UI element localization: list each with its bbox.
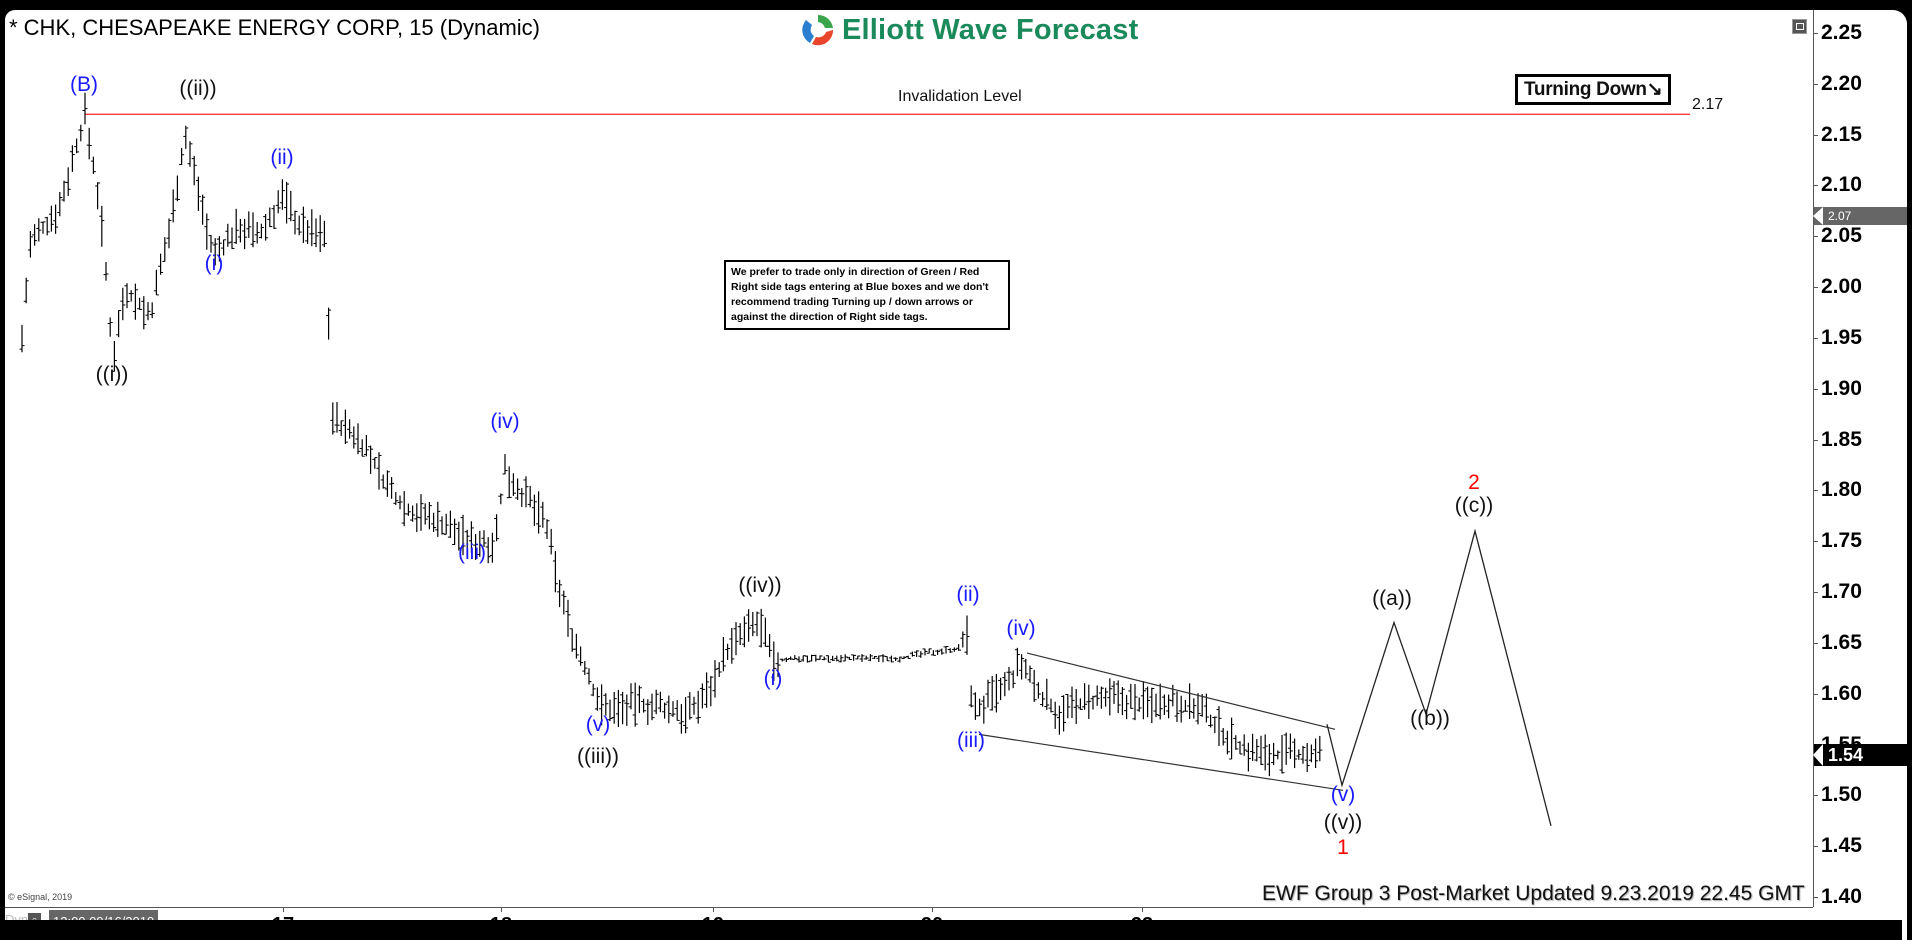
price-tick-label: 1.75 xyxy=(1821,529,1862,553)
wave-label: ((v)) xyxy=(1323,811,1363,834)
wave-label: ((a)) xyxy=(1372,587,1412,610)
price-tick-label: 2.10 xyxy=(1821,173,1862,197)
wave-label: ((c)) xyxy=(1454,494,1494,517)
last-price-tag: 1.54 xyxy=(1813,743,1907,766)
chart-window: * CHK, CHESAPEAKE ENERGY CORP, 15 (Dynam… xyxy=(5,10,1907,940)
invalidation-label: Invalidation Level xyxy=(898,88,1022,105)
plot-area[interactable]: * CHK, CHESAPEAKE ENERGY CORP, 15 (Dynam… xyxy=(5,10,1813,907)
invalidation-value: 2.17 xyxy=(1692,96,1724,113)
time-tick xyxy=(713,908,714,912)
wave-label: (B) xyxy=(70,73,98,96)
wave-label: (v) xyxy=(1330,783,1356,806)
price-tick xyxy=(1814,592,1818,594)
price-tick xyxy=(1814,541,1818,543)
wave-label: ((iii)) xyxy=(577,745,619,768)
logo-text: Elliott Wave Forecast xyxy=(842,13,1139,46)
trading-note: We prefer to trade only in direction of … xyxy=(724,260,1010,330)
wave-label: (iv) xyxy=(1006,617,1036,640)
price-tick-label: 2.20 xyxy=(1821,71,1862,95)
price-tick-label: 1.45 xyxy=(1821,834,1862,858)
price-tick-label: 2.25 xyxy=(1821,21,1862,44)
price-tick-label: 1.60 xyxy=(1821,681,1862,705)
wave-label: ((iv)) xyxy=(738,574,782,597)
price-tick xyxy=(1814,134,1818,136)
chart-title: * CHK, CHESAPEAKE ENERGY CORP, 15 (Dynam… xyxy=(9,15,541,40)
wave-label: (ii) xyxy=(956,583,980,606)
wave-label: (i) xyxy=(763,667,783,690)
price-tick xyxy=(1814,846,1818,848)
projection-path xyxy=(1326,528,1552,827)
price-tick xyxy=(1814,693,1818,695)
wave-label: ((b)) xyxy=(1410,707,1450,730)
price-tick-label: 1.90 xyxy=(1821,376,1862,400)
price-tick-label: 1.80 xyxy=(1821,478,1862,502)
restore-window-icon[interactable] xyxy=(1792,19,1807,34)
price-tick xyxy=(1814,236,1818,238)
price-tick-label: 1.50 xyxy=(1821,783,1862,807)
prev-price-tag: 2.07 xyxy=(1813,206,1907,225)
wave-label: (v) xyxy=(585,713,611,736)
logo-icon xyxy=(802,14,834,46)
wave-label: (ii) xyxy=(270,146,294,169)
price-tick xyxy=(1814,83,1818,85)
price-tick-label: 2.15 xyxy=(1821,122,1862,146)
arrow-down-right-icon: ↘ xyxy=(1646,79,1663,100)
wave-label: (iii) xyxy=(458,541,486,564)
price-tick xyxy=(1814,337,1818,339)
price-tick-label: 1.85 xyxy=(1821,427,1862,451)
price-tick-label: 2.05 xyxy=(1821,224,1862,248)
turning-label: Turning Down xyxy=(1524,79,1647,100)
price-tick xyxy=(1814,490,1818,492)
turning-down-tag: Turning Down↘ xyxy=(1515,74,1672,105)
price-tick-label: 1.70 xyxy=(1821,580,1862,604)
wave-label: 2 xyxy=(1468,471,1480,494)
wave-label: (i) xyxy=(204,252,224,275)
price-tick xyxy=(1814,439,1818,441)
time-tick xyxy=(1142,908,1143,912)
price-tick xyxy=(1814,795,1818,797)
update-footer: EWF Group 3 Post-Market Updated 9.23.201… xyxy=(1262,882,1805,905)
wave-label: ((ii)) xyxy=(179,77,217,100)
price-tick xyxy=(1814,33,1818,34)
wave-label: (iv) xyxy=(490,410,520,433)
wave-label: 1 xyxy=(1337,836,1349,859)
wave-label: (iii) xyxy=(957,729,985,752)
price-tick-label: 1.95 xyxy=(1821,325,1862,349)
window-bottom-border xyxy=(0,920,1902,940)
price-tick xyxy=(1814,388,1818,390)
price-tick xyxy=(1814,287,1818,289)
wave-label: ((i)) xyxy=(95,363,129,386)
time-tick xyxy=(283,908,284,912)
price-bars xyxy=(19,92,1690,827)
price-axis[interactable]: 2.25 2.20 2.15 2.10 2.05 2.00 1.95 1.90 1.85 1.80… xyxy=(1813,10,1907,909)
price-tick-label: 1.40 xyxy=(1821,885,1862,909)
price-tick-label: 1.65 xyxy=(1821,630,1862,654)
time-tick xyxy=(501,908,502,912)
price-tick-label: 2.00 xyxy=(1821,275,1862,299)
copyright: © eSignal, 2019 xyxy=(8,892,73,902)
price-tick xyxy=(1814,185,1818,187)
price-tick xyxy=(1814,642,1818,644)
ewf-logo: Elliott Wave Forecast xyxy=(800,12,1138,48)
price-tick xyxy=(1814,897,1818,899)
time-tick xyxy=(932,908,933,912)
